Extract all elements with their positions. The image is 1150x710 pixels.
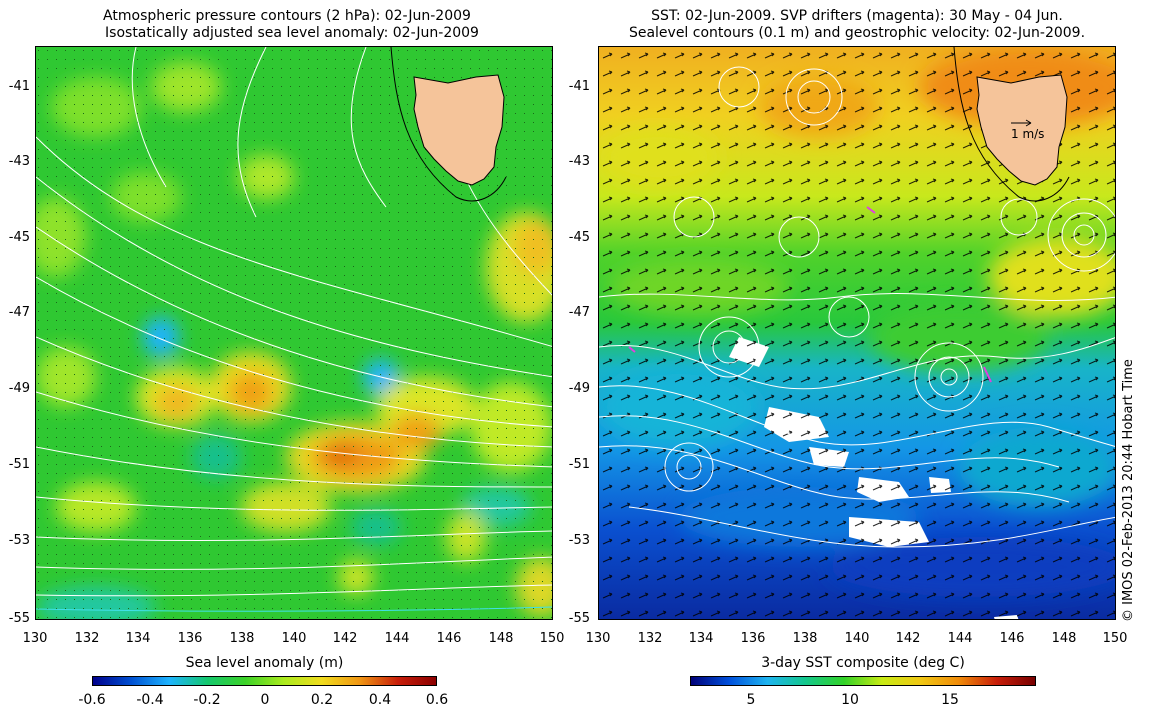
- right-x-tick: 150: [1102, 631, 1128, 646]
- right-y-tick: -47: [568, 305, 590, 320]
- left-x-tick: 136: [177, 631, 203, 646]
- left-y-tick: -41: [8, 79, 30, 94]
- left-y-tick: -51: [8, 457, 30, 472]
- right-y-tick: -51: [568, 457, 590, 472]
- left-x-tick: 140: [281, 631, 307, 646]
- sst-colorbar-tick: 10: [841, 692, 859, 708]
- left-x-tick: 130: [22, 631, 48, 646]
- imos-credit: © IMOS 02-Feb-2013 20:44 Hobart Time: [1121, 359, 1136, 622]
- right-x-tick: 132: [637, 631, 663, 646]
- velocity-scale-arrow: [1011, 119, 1032, 127]
- right-title-line2: Sealevel contours (0.1 m) and geostrophi…: [628, 25, 1086, 41]
- right-y-tick: -45: [568, 230, 590, 245]
- right-x-tick: 148: [1051, 631, 1077, 646]
- left-x-tick: 144: [384, 631, 410, 646]
- right-y-tick: -53: [568, 533, 590, 548]
- right-x-tick: 144: [947, 631, 973, 646]
- right-y-tick: -41: [568, 79, 590, 94]
- sla-colorbar-tick: 0.4: [368, 692, 392, 708]
- left-y-tick: -49: [8, 381, 30, 396]
- velocity-scale-label: 1 m/s: [1011, 127, 1045, 141]
- left-y-tick: -47: [8, 305, 30, 320]
- right-title-line1: SST: 02-Jun-2009. SVP drifters (magenta)…: [651, 8, 1063, 24]
- sla-colorbar-tick: -0.6: [78, 692, 106, 708]
- left-y-tick: -55: [8, 611, 30, 626]
- left-x-tick: 150: [539, 631, 565, 646]
- left-x-tick: 142: [332, 631, 358, 646]
- sst-colorbar: [690, 676, 1036, 686]
- left-title-line2: Isostatically adjusted sea level anomaly…: [105, 25, 479, 41]
- sst-colorbar-tick: 15: [941, 692, 959, 708]
- left-y-tick: -45: [8, 230, 30, 245]
- right-x-tick: 140: [844, 631, 870, 646]
- tasmania-land-sst: [976, 74, 1068, 186]
- sla-colorbar: [92, 676, 437, 686]
- right-x-tick: 146: [999, 631, 1025, 646]
- left-title-line1: Atmospheric pressure contours (2 hPa): 0…: [103, 8, 471, 24]
- left-x-tick: 146: [436, 631, 462, 646]
- sst-colorbar-tick: 5: [746, 692, 756, 708]
- right-colorbar-label: 3-day SST composite (deg C): [761, 655, 965, 671]
- left-colorbar-label: Sea level anomaly (m): [185, 655, 344, 671]
- left-x-tick: 132: [74, 631, 100, 646]
- left-y-tick: -53: [8, 533, 30, 548]
- right-y-tick: -49: [568, 381, 590, 396]
- sla-colorbar-tick: -0.4: [136, 692, 164, 708]
- sla-colorbar-tick: 0.6: [425, 692, 449, 708]
- right-x-tick: 134: [688, 631, 714, 646]
- sla-map-svg: [36, 47, 552, 619]
- right-y-tick: -55: [568, 611, 590, 626]
- left-y-tick: -43: [8, 154, 30, 169]
- sla-colorbar-tick: -0.2: [193, 692, 221, 708]
- left-x-tick: 138: [229, 631, 255, 646]
- right-y-tick: -43: [568, 154, 590, 169]
- right-x-tick: 136: [740, 631, 766, 646]
- sst-map-svg: [599, 47, 1115, 619]
- left-x-tick: 148: [488, 631, 514, 646]
- left-x-tick: 134: [125, 631, 151, 646]
- sst-map[interactable]: 1 m/s: [598, 46, 1116, 620]
- tasmania-land: [413, 74, 505, 186]
- sea-level-anomaly-map[interactable]: [35, 46, 553, 620]
- right-x-tick: 138: [792, 631, 818, 646]
- right-x-tick: 142: [895, 631, 921, 646]
- sla-colorbar-tick: 0.2: [310, 692, 334, 708]
- right-x-tick: 130: [585, 631, 611, 646]
- sla-colorbar-tick: 0: [260, 692, 270, 708]
